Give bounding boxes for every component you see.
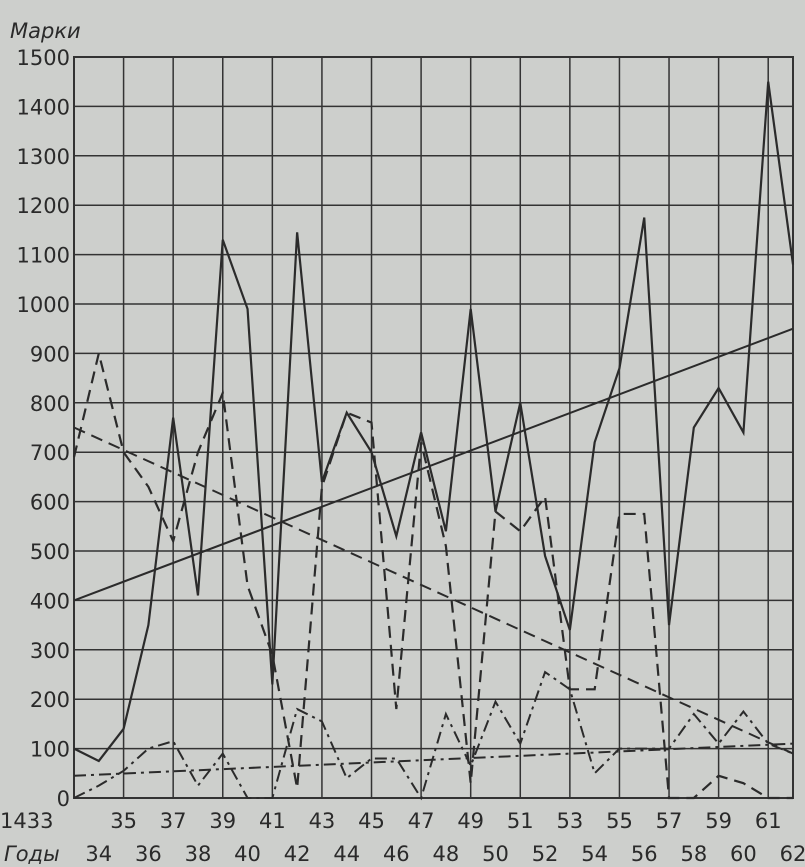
x-tick-label: 45 (358, 809, 385, 833)
x-tick-label: 58 (680, 842, 707, 866)
x-tick-label: 43 (309, 809, 336, 833)
trend-line-solid (73, 327, 794, 602)
x-tick-label: 48 (433, 842, 460, 866)
data-series (72, 81, 795, 801)
grid (73, 56, 794, 799)
y-tick-labels: 0 100 200 300 400 500 600 700 800 900 1000 1100 1200… (17, 46, 70, 811)
plot-frame (73, 56, 794, 799)
x-tick-label: 60 (730, 842, 757, 866)
x-tick-label: 55 (606, 809, 633, 833)
y-tick-label: 800 (30, 392, 70, 416)
x-tick-label: 54 (581, 842, 608, 866)
series-line-solid (73, 81, 795, 763)
x-tick-labels: 1433 35 37 39 41 43 45 47 49 51 53 55 57 59 61 34 36 38 40… (0, 809, 805, 866)
x-tick-label: 47 (408, 809, 435, 833)
x-tick-label: 56 (631, 842, 658, 866)
y-tick-label: 100 (30, 738, 70, 762)
x-tick-label: 39 (209, 809, 236, 833)
y-tick-label: 1300 (17, 145, 70, 169)
y-tick-label: 1500 (17, 46, 70, 70)
x-tick-label: 1433 (0, 809, 53, 833)
x-tick-label: 44 (333, 842, 360, 866)
y-tick-label: 600 (30, 491, 70, 515)
x-tick-label: 37 (160, 809, 187, 833)
y-tick-label: 300 (30, 639, 70, 663)
y-tick-label: 1200 (17, 194, 70, 218)
x-tick-label: 50 (482, 842, 509, 866)
y-tick-label: 900 (30, 342, 70, 366)
x-tick-label: 61 (755, 809, 782, 833)
x-tick-label: 49 (457, 809, 484, 833)
trend-line-dashed (73, 426, 794, 755)
series-line-dashed (72, 353, 793, 800)
series-line-dash-dot (73, 670, 794, 801)
x-tick-label: 41 (259, 809, 286, 833)
x-tick-label: 53 (556, 809, 583, 833)
x-tick-label: 34 (85, 842, 112, 866)
trend-lines (73, 327, 794, 777)
x-axis-title: Годы (4, 842, 60, 866)
x-tick-label: 62 (780, 842, 805, 866)
x-tick-label: 57 (656, 809, 683, 833)
y-tick-label: 700 (30, 441, 70, 465)
y-tick-label: 1100 (17, 244, 70, 268)
y-tick-label: 200 (30, 688, 70, 712)
trend-line-dash-dot (73, 742, 794, 777)
x-tick-label: 40 (234, 842, 261, 866)
x-tick-label: 35 (110, 809, 137, 833)
y-axis-title: Марки (10, 19, 81, 43)
x-tick-label: 59 (705, 809, 732, 833)
x-tick-label: 38 (185, 842, 212, 866)
x-tick-label: 51 (507, 809, 534, 833)
y-tick-label: 0 (57, 787, 70, 811)
y-tick-label: 400 (30, 589, 70, 613)
x-tick-label: 46 (383, 842, 410, 866)
y-tick-label: 1400 (17, 95, 70, 119)
y-tick-label: 1000 (17, 293, 70, 317)
x-tick-label: 42 (284, 842, 311, 866)
y-tick-label: 500 (30, 540, 70, 564)
x-tick-label: 52 (532, 842, 559, 866)
x-tick-label: 36 (135, 842, 162, 866)
